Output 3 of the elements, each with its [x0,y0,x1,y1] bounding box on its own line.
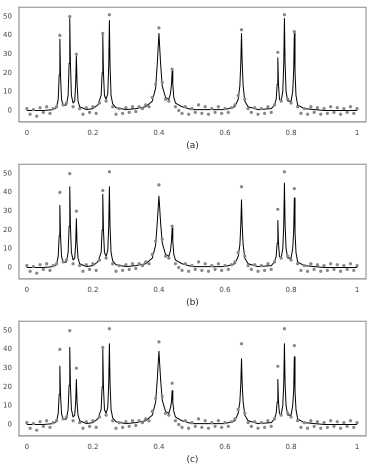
x-axis-title: (b) [186,298,199,308]
x-axis-title: (c) [186,454,198,465]
x-axis-title: (a) [186,140,199,151]
